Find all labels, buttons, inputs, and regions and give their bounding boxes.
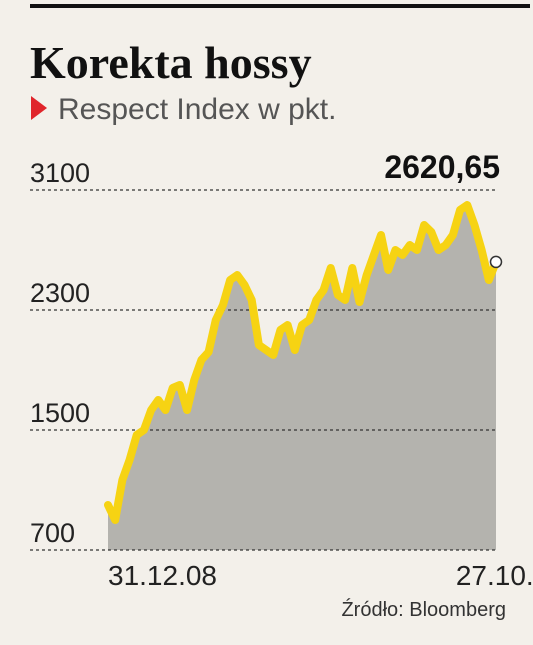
chart-subtitle: Respect Index w pkt. bbox=[58, 93, 336, 126]
subtitle-marker bbox=[31, 96, 47, 120]
value-label: 2620,65 bbox=[384, 149, 500, 185]
y-tick-label: 3100 bbox=[30, 158, 90, 188]
top-rule bbox=[30, 4, 530, 8]
y-tick-label: 1500 bbox=[30, 398, 90, 428]
y-tick-label: 2300 bbox=[30, 278, 90, 308]
x-tick-label: 27.10.15 bbox=[456, 560, 533, 591]
area bbox=[108, 205, 496, 550]
source: Źródło: Bloomberg bbox=[341, 598, 506, 621]
line bbox=[104, 201, 500, 524]
x-tick-label: 31.12.08 bbox=[108, 560, 217, 591]
y-tick-label: 700 bbox=[30, 518, 75, 548]
end-point bbox=[489, 255, 503, 269]
chart-title: Korekta hossy bbox=[30, 37, 312, 88]
